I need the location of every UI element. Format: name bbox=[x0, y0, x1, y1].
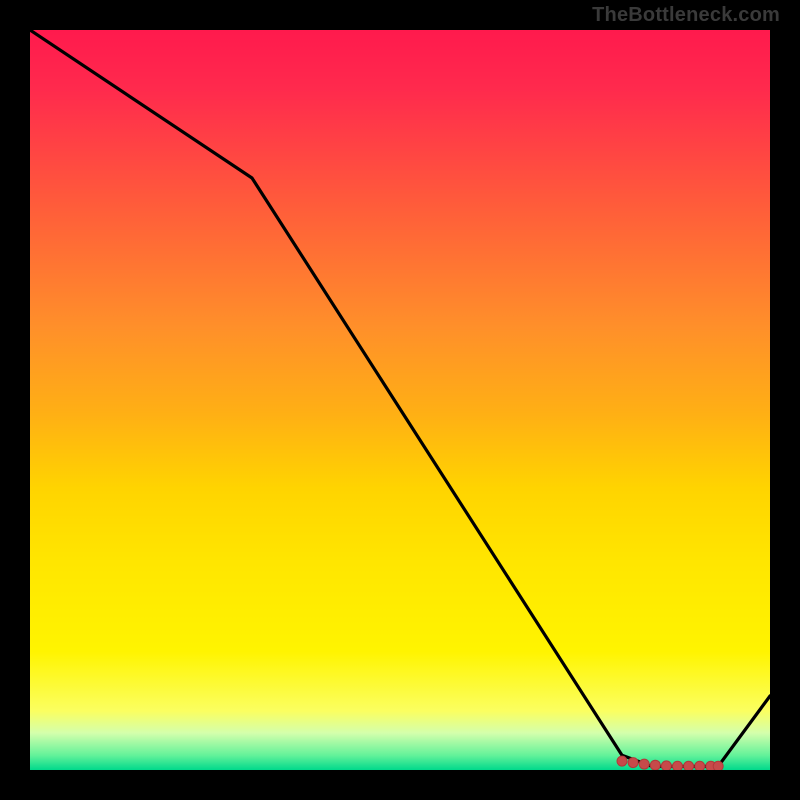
chart-frame: TheBottleneck.com bbox=[0, 0, 800, 800]
plot-area bbox=[30, 30, 770, 770]
chart-svg bbox=[30, 30, 770, 770]
watermark-text: TheBottleneck.com bbox=[592, 4, 780, 27]
